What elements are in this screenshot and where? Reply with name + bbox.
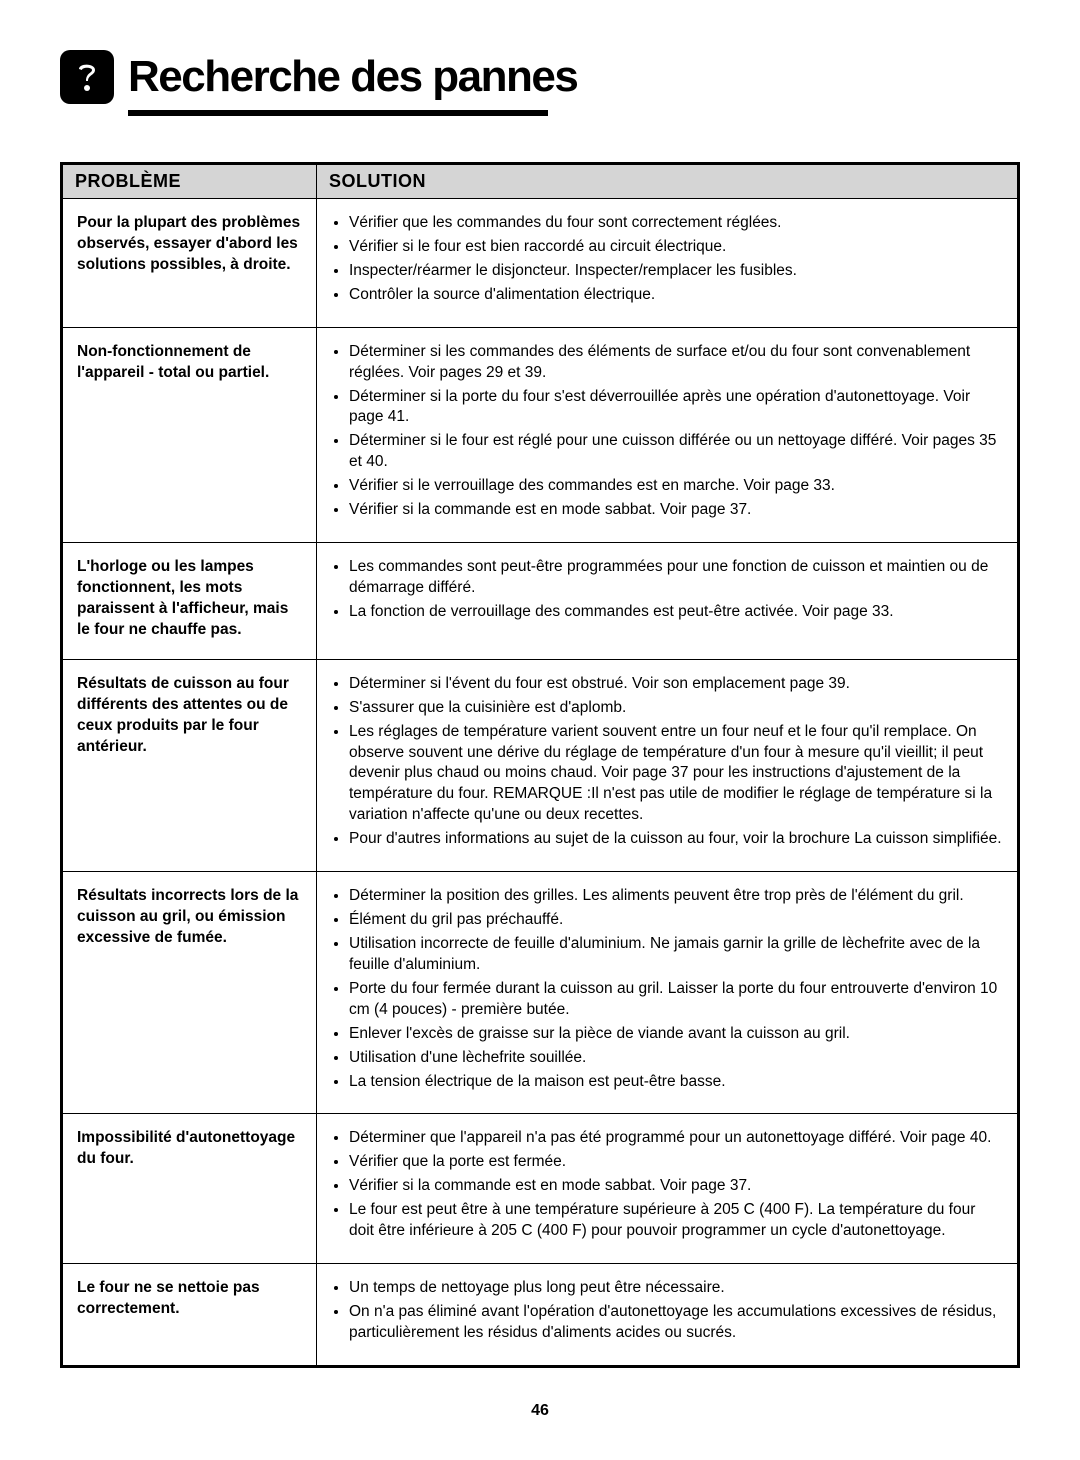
solution-cell: Déterminer si les commandes des éléments… [317, 327, 1019, 542]
table-row: Impossibilité d'autonettoyage du four. Dé… [62, 1114, 1019, 1264]
solution-item: Déterminer la position des grilles. Les … [349, 886, 1003, 907]
problem-cell: Résultats de cuisson au four différents … [62, 659, 317, 871]
solution-list: Déterminer la position des grilles. Les … [331, 886, 1003, 1092]
solution-list: Déterminer si l'évent du four est obstru… [331, 674, 1003, 850]
solution-item: Utilisation d'une lèchefrite souillée. [349, 1048, 1003, 1069]
solution-cell: Un temps de nettoyage plus long peut êtr… [317, 1264, 1019, 1367]
solution-list: Les commandes sont peut-être programmées… [331, 557, 1003, 623]
troubleshooting-table: PROBLÈME SOLUTION Pour la plupart des pr… [60, 162, 1020, 1368]
solution-item: Les commandes sont peut-être programmées… [349, 557, 1003, 599]
title-row: Recherche des pannes [60, 50, 1020, 104]
solution-cell: Déterminer que l'appareil n'a pas été pr… [317, 1114, 1019, 1264]
solution-item: Élément du gril pas préchauffé. [349, 910, 1003, 931]
problem-cell: Non-fonctionnement de l'appareil - total… [62, 327, 317, 542]
solution-item: Vérifier si la commande est en mode sabb… [349, 1176, 1003, 1197]
solution-list: Vérifier que les commandes du four sont … [331, 213, 1003, 306]
solution-item: Vérifier si le four est bien raccordé au… [349, 237, 1003, 258]
solution-item: Déterminer si le four est réglé pour une… [349, 431, 1003, 473]
solution-item: Pour d'autres informations au sujet de l… [349, 829, 1003, 850]
solution-cell: Déterminer si l'évent du four est obstru… [317, 659, 1019, 871]
page-number: 46 [60, 1402, 1020, 1420]
solution-item: Vérifier que la porte est fermée. [349, 1152, 1003, 1173]
problem-cell: Impossibilité d'autonettoyage du four. [62, 1114, 317, 1264]
table-row: Résultats de cuisson au four différents … [62, 659, 1019, 871]
solution-item: La fonction de verrouillage des commande… [349, 602, 1003, 623]
problem-cell: Pour la plupart des problèmes observés, … [62, 199, 317, 328]
solution-item: S'assurer que la cuisinière est d'aplomb… [349, 698, 1003, 719]
header-solution: SOLUTION [317, 164, 1019, 199]
table-row: Le four ne se nettoie pas correctement. U… [62, 1264, 1019, 1367]
help-icon [60, 50, 114, 104]
header-problem: PROBLÈME [62, 164, 317, 199]
solution-item: Déterminer si la porte du four s'est dév… [349, 387, 1003, 429]
table-row: Résultats incorrects lors de la cuisson … [62, 872, 1019, 1114]
solution-item: Enlever l'excès de graisse sur la pièce … [349, 1024, 1003, 1045]
solution-cell: Vérifier que les commandes du four sont … [317, 199, 1019, 328]
solution-item: Contrôler la source d'alimentation élect… [349, 285, 1003, 306]
solution-cell: Les commandes sont peut-être programmées… [317, 543, 1019, 660]
document-page: Recherche des pannes PROBLÈME SOLUTION P… [0, 0, 1080, 1460]
solution-item: La tension électrique de la maison est p… [349, 1072, 1003, 1093]
solution-item: Déterminer que l'appareil n'a pas été pr… [349, 1128, 1003, 1149]
solution-item: Le four est peut être à une température … [349, 1200, 1003, 1242]
solution-item: Inspecter/réarmer le disjoncteur. Inspec… [349, 261, 1003, 282]
solution-list: Déterminer si les commandes des éléments… [331, 342, 1003, 521]
table-row: L'horloge ou les lampes fonctionnent, le… [62, 543, 1019, 660]
problem-cell: Résultats incorrects lors de la cuisson … [62, 872, 317, 1114]
solution-cell: Déterminer la position des grilles. Les … [317, 872, 1019, 1114]
problem-cell: L'horloge ou les lampes fonctionnent, le… [62, 543, 317, 660]
page-title: Recherche des pannes [128, 52, 577, 102]
solution-item: Un temps de nettoyage plus long peut êtr… [349, 1278, 1003, 1299]
problem-cell: Le four ne se nettoie pas correctement. [62, 1264, 317, 1367]
solution-item: Utilisation incorrecte de feuille d'alum… [349, 934, 1003, 976]
title-underline [128, 110, 548, 116]
solution-item: Déterminer si les commandes des éléments… [349, 342, 1003, 384]
table-body: Pour la plupart des problèmes observés, … [62, 199, 1019, 1367]
solution-list: Un temps de nettoyage plus long peut êtr… [331, 1278, 1003, 1344]
solution-item: Vérifier si la commande est en mode sabb… [349, 500, 1003, 521]
solution-item: Vérifier que les commandes du four sont … [349, 213, 1003, 234]
solution-list: Déterminer que l'appareil n'a pas été pr… [331, 1128, 1003, 1242]
solution-item: Vérifier si le verrouillage des commande… [349, 476, 1003, 497]
solution-item: Déterminer si l'évent du four est obstru… [349, 674, 1003, 695]
table-row: Non-fonctionnement de l'appareil - total… [62, 327, 1019, 542]
solution-item: On n'a pas éliminé avant l'opération d'a… [349, 1302, 1003, 1344]
solution-item: Les réglages de température varient souv… [349, 722, 1003, 827]
solution-item: Porte du four fermée durant la cuisson a… [349, 979, 1003, 1021]
table-row: Pour la plupart des problèmes observés, … [62, 199, 1019, 328]
